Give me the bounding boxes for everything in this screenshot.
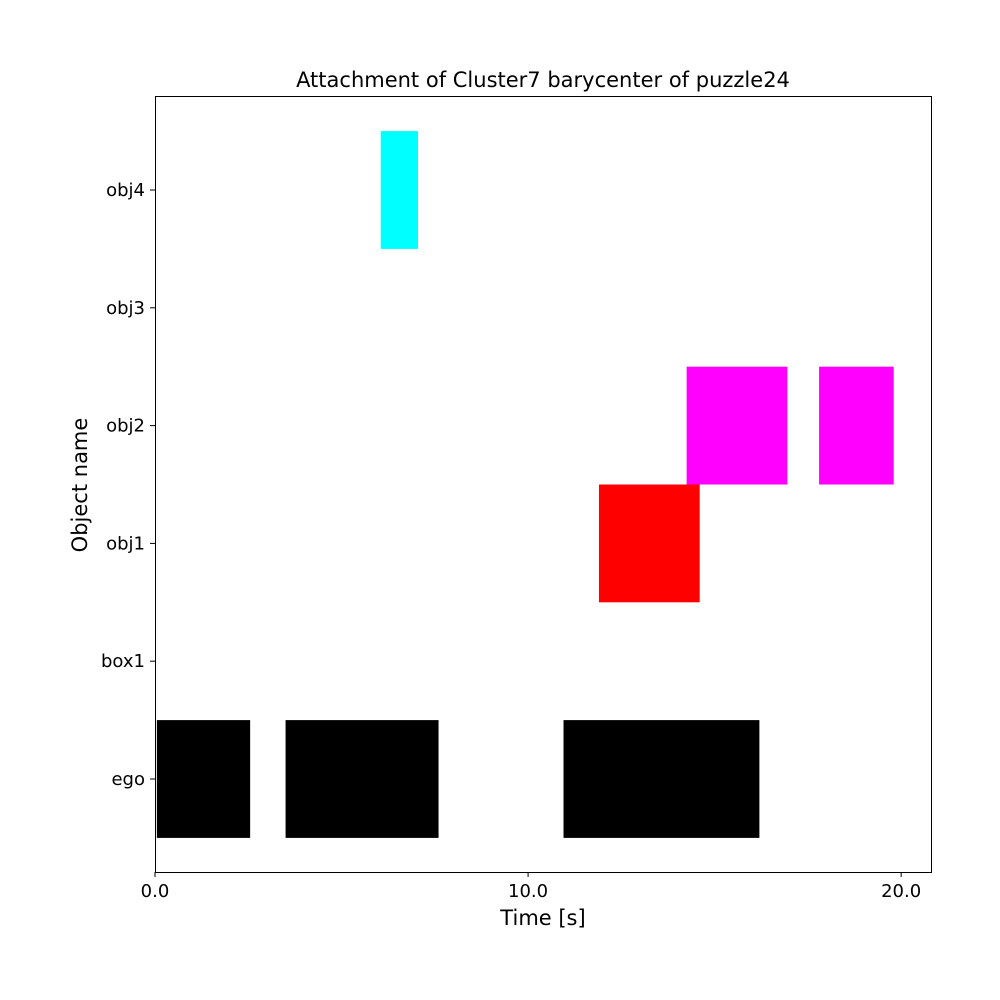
bars-layer: [156, 131, 894, 838]
bar-ego-2: [563, 720, 760, 838]
x-tick-label-0: 0.0: [141, 881, 170, 902]
y-tick-label-obj3: obj3: [106, 298, 145, 319]
y-tick-label-box1: box1: [101, 651, 145, 672]
chart-title: Attachment of Cluster7 barycenter of puz…: [296, 68, 790, 92]
x-tick-label-2: 20.0: [881, 881, 921, 902]
plot-frame: [155, 96, 932, 873]
x-tick-label-1: 10.0: [508, 881, 548, 902]
y-tick-label-obj2: obj2: [106, 416, 145, 437]
bar-ego-1: [285, 720, 439, 838]
bar-obj1-0: [598, 484, 700, 603]
bar-obj2-1: [819, 366, 894, 485]
y-axis: ego box1 obj1 obj2 obj3 obj4: [101, 180, 155, 790]
y-tick-label-obj4: obj4: [106, 180, 145, 201]
y-tick-label-obj1: obj1: [106, 533, 145, 554]
bar-ego-0: [156, 720, 251, 838]
y-axis-label: Object name: [68, 418, 92, 553]
y-tick-label-ego: ego: [111, 769, 145, 790]
x-axis: 0.0 10.0 20.0: [141, 872, 921, 902]
x-axis-label: Time [s]: [499, 906, 585, 930]
bar-obj2-0: [686, 366, 788, 485]
bar-obj4-0: [380, 131, 419, 249]
